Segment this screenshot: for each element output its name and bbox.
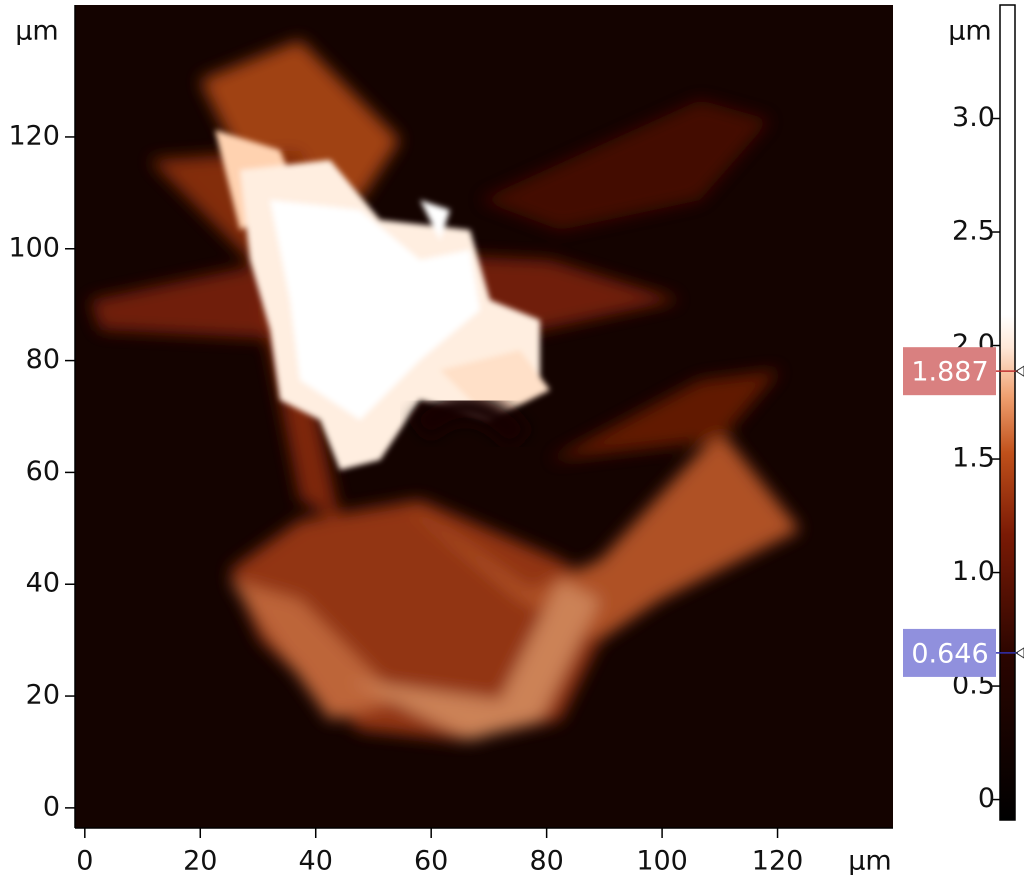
colorbar-tick-label: 3.0: [952, 102, 995, 133]
colorbar-tick-label: 2.5: [952, 216, 995, 247]
marker-arrow: [1015, 365, 1024, 377]
x-tick-label: 60: [414, 846, 448, 877]
x-tick-label: 40: [299, 846, 333, 877]
y-tick-label: 60: [26, 456, 60, 487]
y-unit: µm: [15, 16, 58, 47]
marker-box: [903, 628, 996, 677]
colorbar-tick-label: 0: [978, 783, 995, 814]
y-tick-label: 120: [8, 120, 60, 151]
marker-label: 0.646: [911, 638, 988, 669]
marker-label: 1.887: [911, 357, 988, 388]
colorbar: [999, 4, 1016, 821]
y-tick-label: 100: [8, 232, 60, 263]
marker-box: [903, 347, 996, 396]
x-unit: µm: [848, 846, 891, 877]
x-tick-label: 120: [752, 846, 804, 877]
x-tick-label: 0: [76, 846, 93, 877]
x-tick-label: 20: [183, 846, 217, 877]
afm-image: [75, 5, 893, 828]
colorbar-tick-label: 1.5: [952, 443, 995, 474]
colorbar-unit: µm: [948, 16, 991, 47]
y-tick-label: 40: [26, 568, 60, 599]
y-tick-label: 80: [26, 344, 60, 375]
x-tick-label: 100: [636, 846, 688, 877]
y-tick-label: 20: [26, 680, 60, 711]
marker-arrow: [1015, 647, 1024, 659]
x-tick-label: 80: [529, 846, 563, 877]
colorbar-tick-label: 1.0: [952, 556, 995, 587]
y-tick-label: 0: [43, 791, 60, 822]
